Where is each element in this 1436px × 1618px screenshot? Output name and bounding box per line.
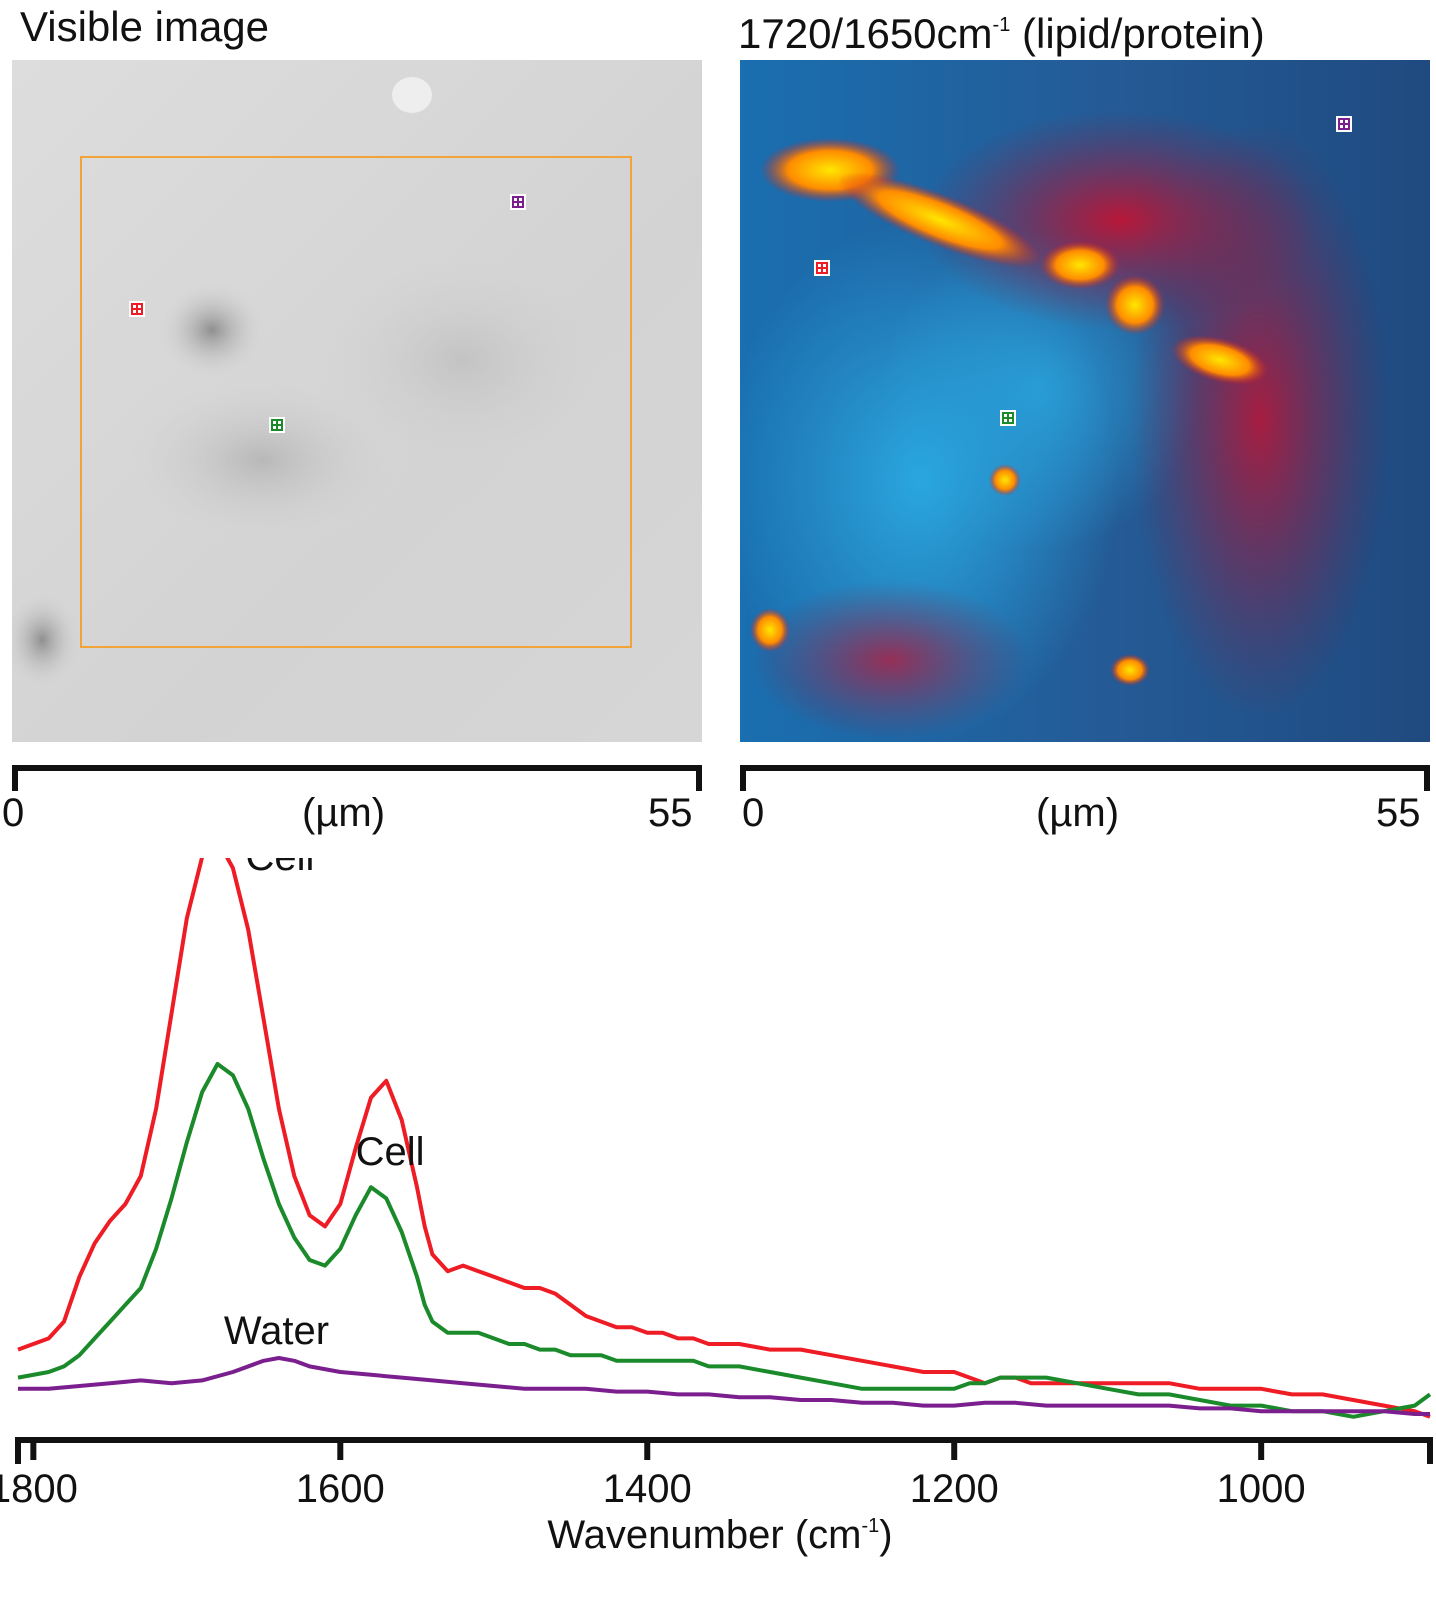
visible-scale-unit: (µm) — [302, 791, 386, 835]
ratio-title-superscript: -1 — [992, 14, 1011, 36]
spectrum-chart: 1800 1600 1400 1200 1000 Cell Cell Water Wav… — [0, 858, 1433, 1557]
x-axis-label-close: ) — [879, 1513, 892, 1557]
cell-red-marker-ratio — [814, 260, 830, 276]
scale-bar-left-tick — [12, 765, 18, 791]
ratio-heatmap-image — [740, 60, 1430, 742]
annotation-water: Water — [224, 1309, 329, 1353]
x-axis-label-superscript: -1 — [862, 1515, 880, 1537]
annotation-cell-red: Cell — [246, 858, 315, 879]
x-axis-label-main: Wavenumber (cm — [547, 1513, 861, 1557]
x-axis-label: Wavenumber (cm-1) — [547, 1513, 892, 1557]
cell-red-marker — [129, 301, 145, 317]
visible-scale-min: 0 — [2, 791, 25, 835]
ratio-scale-bar — [740, 765, 1430, 791]
spectrum-series-layer — [17, 858, 1432, 1419]
water-marker — [510, 194, 526, 210]
cell-green-marker-ratio — [1000, 410, 1016, 426]
ratio-scale-min: 0 — [742, 791, 765, 835]
series-line-cell-1 — [17, 1062, 1432, 1419]
scale-bar-left-tick — [740, 765, 746, 791]
x-axis-ticks: 1800 1600 1400 1200 1000 — [0, 1437, 1433, 1511]
water-marker-ratio — [1336, 116, 1352, 132]
ratio-scale-max: 55 — [1376, 791, 1421, 835]
scale-bar-right-tick — [1424, 765, 1430, 791]
visible-scale-bar — [12, 765, 702, 791]
ratio-image-panel — [740, 60, 1430, 742]
x-tick-label-1400: 1400 — [603, 1467, 692, 1511]
ratio-title-main: 1720/1650cm — [738, 10, 993, 57]
visible-scale-max: 55 — [648, 791, 693, 835]
ratio-scale-unit: (µm) — [1036, 791, 1120, 835]
annotation-cell-green: Cell — [356, 1130, 425, 1174]
visible-image-panel — [12, 60, 702, 742]
visible-image — [12, 60, 702, 742]
region-of-interest-box — [80, 156, 632, 648]
cell-green-marker — [269, 417, 285, 433]
series-line-water-2 — [18, 1356, 1430, 1416]
x-tick-label-1600: 1600 — [296, 1467, 385, 1511]
x-tick-label-1000: 1000 — [1217, 1467, 1306, 1511]
visible-image-title: Visible image — [20, 3, 270, 50]
scale-bar-right-tick — [696, 765, 702, 791]
ratio-title-rest: (lipid/protein) — [1010, 10, 1265, 57]
x-tick-label-1800: 1800 — [0, 1467, 78, 1511]
ratio-image-title: 1720/1650cm-1 (lipid/protein) — [738, 2, 1265, 59]
x-tick-label-1200: 1200 — [910, 1467, 999, 1511]
